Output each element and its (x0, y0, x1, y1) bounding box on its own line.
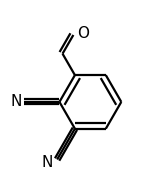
Text: N: N (42, 155, 53, 170)
Text: O: O (77, 26, 89, 41)
Text: N: N (10, 94, 22, 109)
